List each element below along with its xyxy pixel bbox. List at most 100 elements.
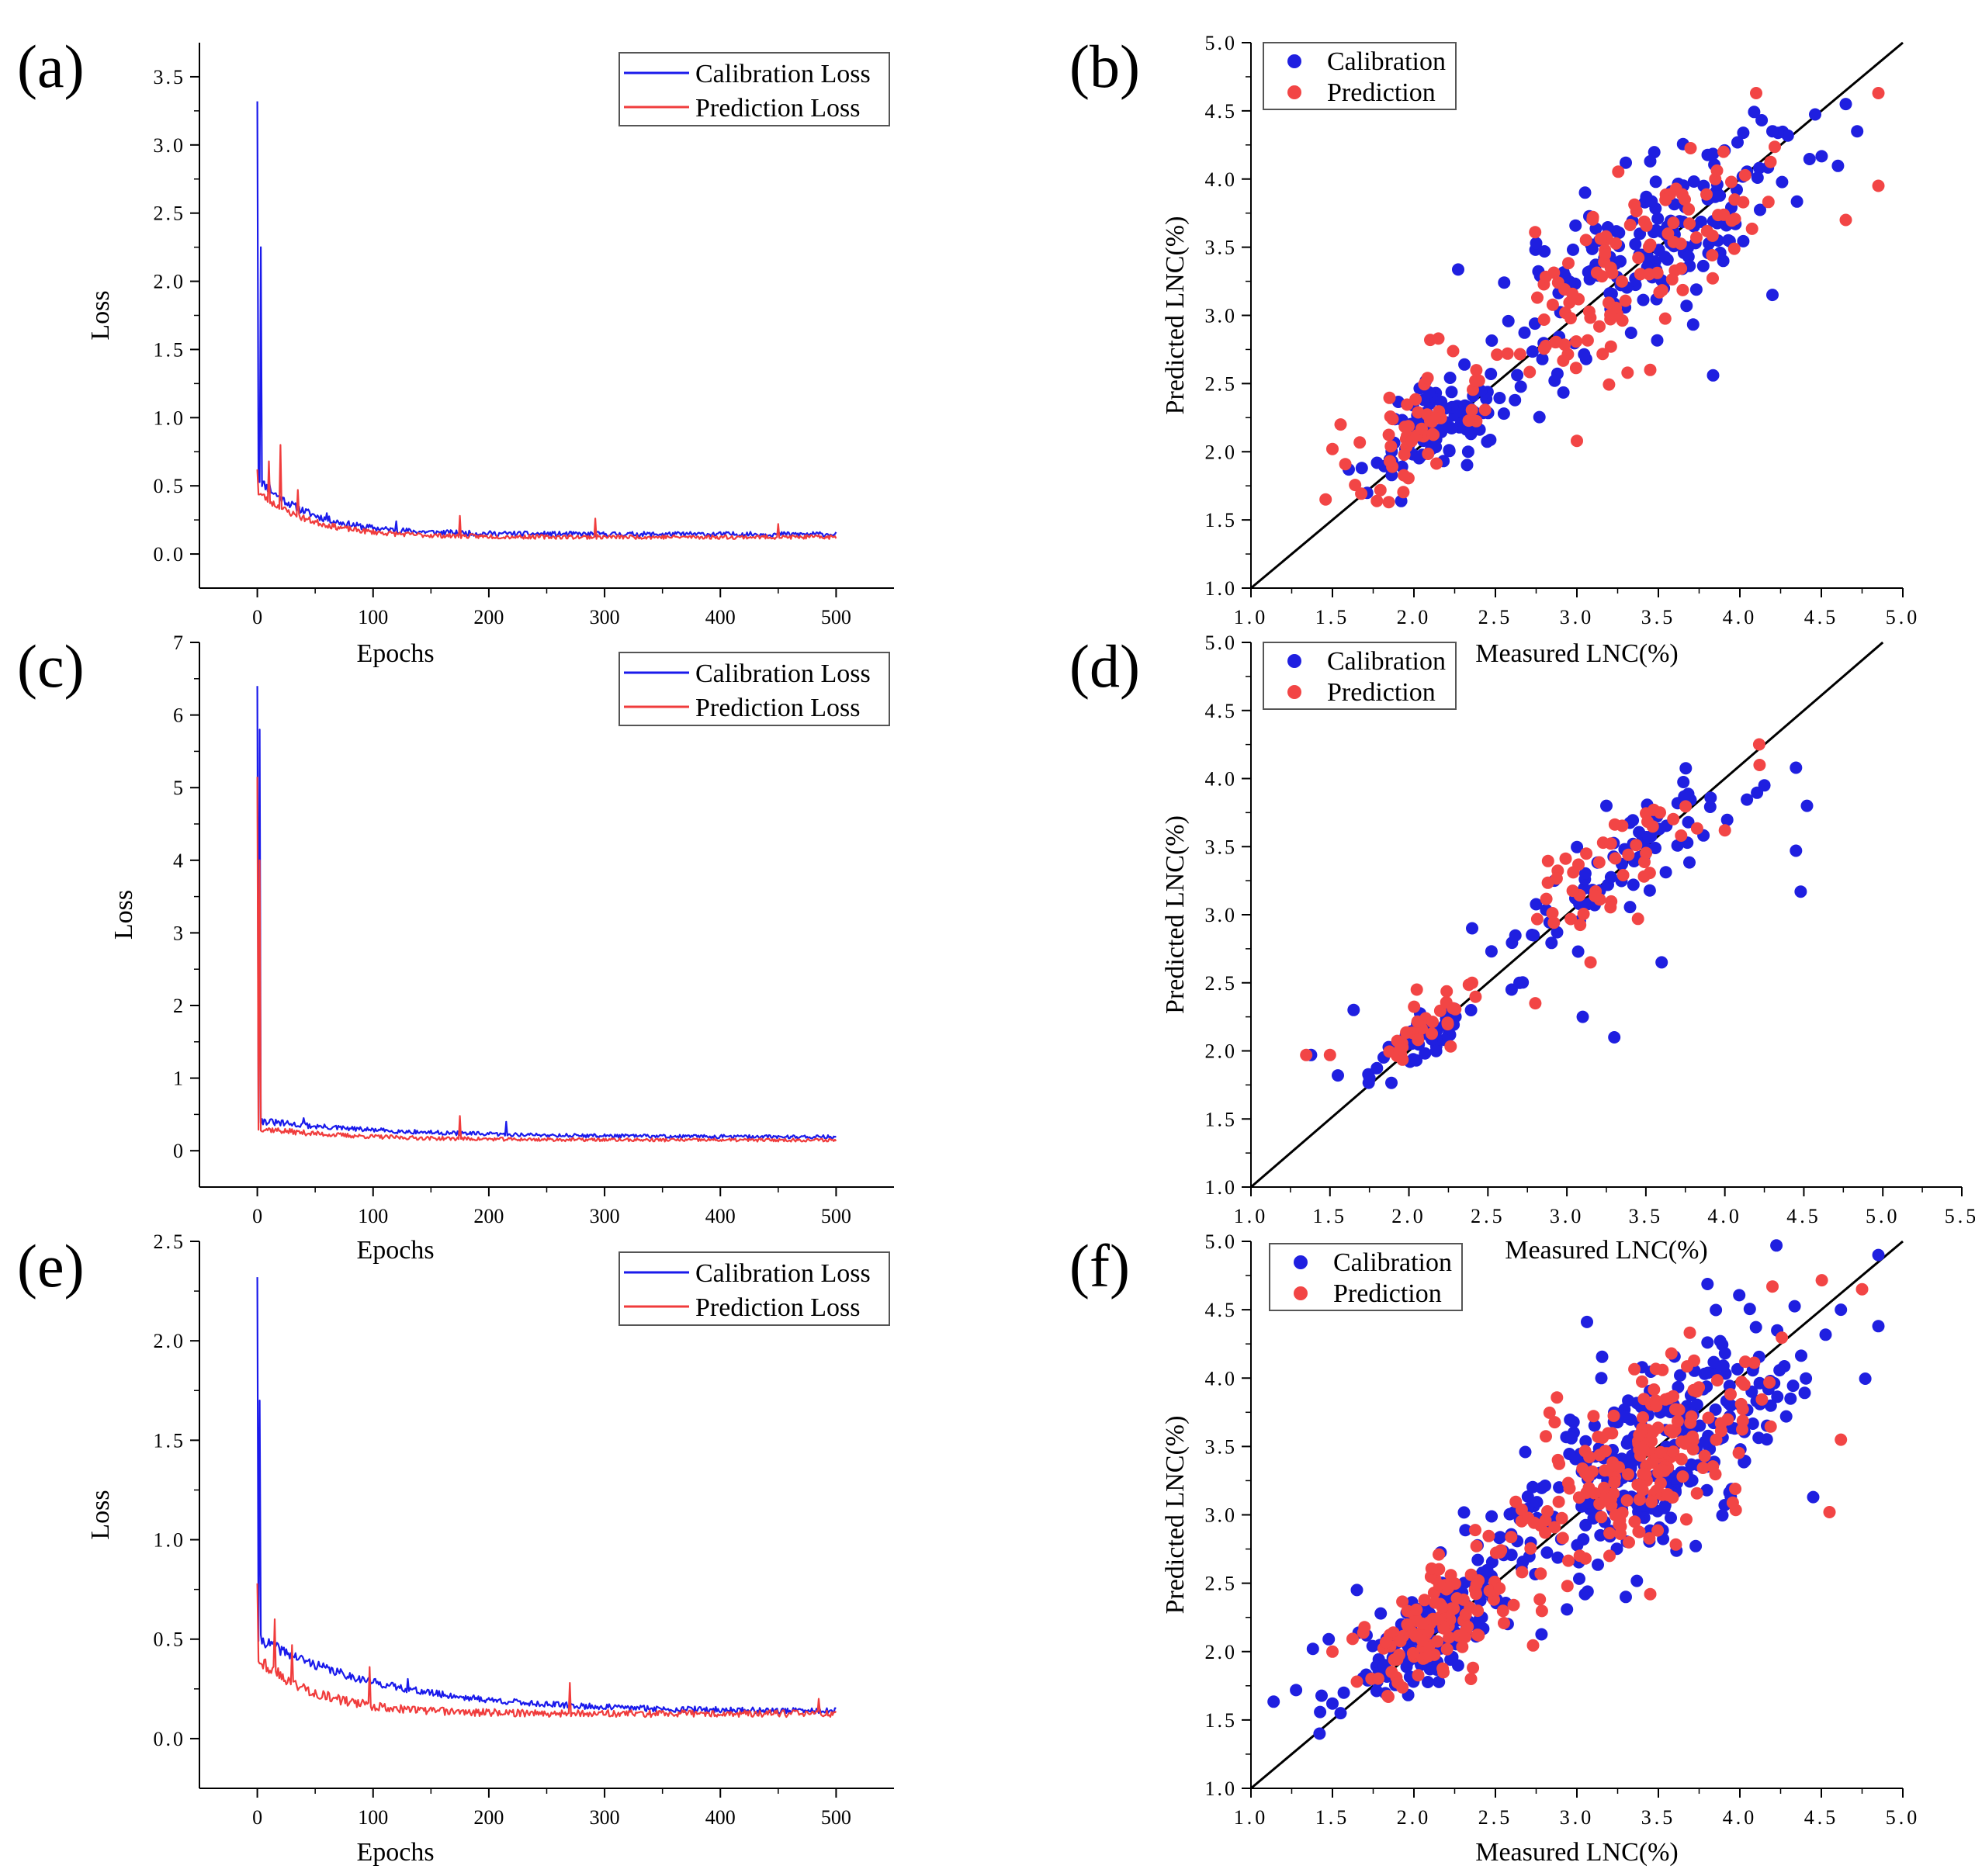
- scatter-point: [1394, 1635, 1407, 1648]
- y-tick: 1: [173, 1041, 199, 1090]
- y-tick-label: 1.5: [1205, 1108, 1238, 1130]
- y-tick-label: 6: [173, 704, 185, 727]
- scatter-point: [1682, 815, 1695, 829]
- scatter-point: [1658, 1501, 1671, 1514]
- scatter-point: [1401, 398, 1414, 411]
- scatter-point: [1355, 462, 1368, 475]
- scatter-point: [1388, 1653, 1401, 1667]
- scatter-point: [1658, 1464, 1671, 1477]
- scatter-point: [1470, 364, 1483, 377]
- y-tick: 7: [173, 632, 199, 654]
- scatter-point: [1790, 761, 1803, 774]
- legend-box: [618, 652, 890, 726]
- y-tick-label: 3.0: [1205, 904, 1238, 926]
- scatter-point: [1736, 1423, 1748, 1436]
- scatter-point: [1676, 1470, 1689, 1483]
- scatter-point: [1643, 1532, 1656, 1545]
- scatter-point: [1347, 1003, 1360, 1016]
- y-tick-label: 4.0: [1205, 1367, 1238, 1390]
- x-tick: 3.5: [1641, 588, 1700, 628]
- scatter-point: [1729, 1483, 1742, 1495]
- scatter-point: [1683, 1326, 1696, 1339]
- x-tick-label: 3.0: [1560, 606, 1595, 628]
- scatter-point: [1579, 234, 1592, 247]
- scatter-point: [1604, 261, 1617, 275]
- x-tick: 1.0: [1234, 588, 1293, 628]
- legend-label: Prediction: [1333, 1279, 1442, 1308]
- y-tick: 2.0: [1205, 1016, 1251, 1063]
- scatter-point: [1839, 98, 1852, 111]
- scatter-point: [1815, 1274, 1828, 1287]
- loss-series-prediction: [256, 777, 837, 1143]
- scatter-point: [1593, 1497, 1606, 1511]
- scatter-point: [1540, 1430, 1552, 1443]
- scatter-point: [1596, 270, 1609, 283]
- scatter-point: [1766, 289, 1779, 302]
- y-tick-label: 3.5: [154, 66, 186, 88]
- scatter-point: [1491, 348, 1504, 362]
- scatter-point: [1578, 867, 1592, 880]
- scatter-point: [1550, 872, 1563, 885]
- scatter-point: [1823, 1506, 1836, 1518]
- scatter-point: [1485, 945, 1498, 958]
- scatter-point: [1667, 216, 1680, 230]
- scatter-point: [1752, 1431, 1765, 1445]
- scatter-point: [1643, 884, 1656, 897]
- x-tick: 1.5: [1315, 1788, 1374, 1829]
- y-tick-label: 1.5: [1205, 1709, 1238, 1732]
- scatter-point: [1526, 345, 1539, 358]
- x-tick: 3.0: [1560, 1788, 1619, 1829]
- chart-panel-a: 0 100 200 300 400 500 0.0 0.5 1.0 1.5 2.0 2.5 3.0 3.5…: [17, 33, 894, 668]
- scatter-point: [1334, 1707, 1347, 1720]
- legend-marker: [1287, 685, 1301, 699]
- scatter-point: [1535, 1628, 1548, 1641]
- x-tick: 0: [252, 588, 316, 628]
- scatter-point: [1337, 1686, 1350, 1699]
- scatter-point: [1596, 348, 1609, 361]
- scatter-point: [1535, 1604, 1548, 1618]
- scatter-point: [1514, 380, 1527, 393]
- scatter-point: [1686, 1474, 1699, 1487]
- scatter-point: [1659, 1393, 1672, 1406]
- scatter-point: [1851, 125, 1864, 138]
- y-tick-label: 5: [173, 777, 185, 799]
- scatter-point: [1620, 156, 1632, 169]
- scatter-point: [1546, 907, 1559, 919]
- y-tick: 0.0: [154, 519, 199, 566]
- y-tick: 2.5: [1205, 348, 1251, 395]
- x-tick-label: 1.5: [1315, 606, 1350, 628]
- scatter-point: [1655, 956, 1668, 969]
- scatter-point: [1381, 1690, 1395, 1702]
- scatter-point: [1411, 1015, 1424, 1028]
- x-tick-label: 2.5: [1478, 1806, 1513, 1829]
- scatter-point: [1300, 1048, 1313, 1061]
- scatter-point: [1645, 1495, 1658, 1508]
- scatter-point: [1426, 415, 1439, 428]
- scatter-point: [1569, 219, 1582, 232]
- scatter-point: [1729, 1504, 1742, 1517]
- scatter-point: [1457, 1506, 1471, 1519]
- scatter-point: [1872, 1248, 1885, 1262]
- x-tick-label: 1.5: [1313, 1205, 1348, 1227]
- scatter-point: [1513, 348, 1526, 361]
- scatter-point: [1493, 1532, 1506, 1545]
- scatter-point: [1332, 1069, 1344, 1082]
- scatter-point: [1430, 457, 1443, 470]
- legend-label: Prediction Loss: [695, 694, 860, 722]
- scatter-series-prediction: [1319, 87, 1885, 509]
- x-tick: 5.0: [1886, 588, 1917, 628]
- x-tick-label: 4.0: [1707, 1205, 1742, 1227]
- scatter-point: [1718, 824, 1731, 837]
- scatter-point: [1412, 1669, 1425, 1682]
- scatter-point: [1671, 1414, 1684, 1428]
- x-tick-label: 0: [252, 1806, 262, 1829]
- scatter-point: [1498, 1617, 1510, 1629]
- x-tick: 2.0: [1397, 1788, 1456, 1829]
- loss-series-prediction: [256, 1583, 837, 1719]
- y-tick: 2.0: [154, 1290, 199, 1352]
- x-tick: 5.0: [1886, 1788, 1917, 1829]
- scatter-point: [1619, 294, 1632, 307]
- scatter-point: [1586, 210, 1599, 223]
- x-tick-label: 300: [590, 606, 620, 628]
- scatter-point: [1556, 1532, 1569, 1545]
